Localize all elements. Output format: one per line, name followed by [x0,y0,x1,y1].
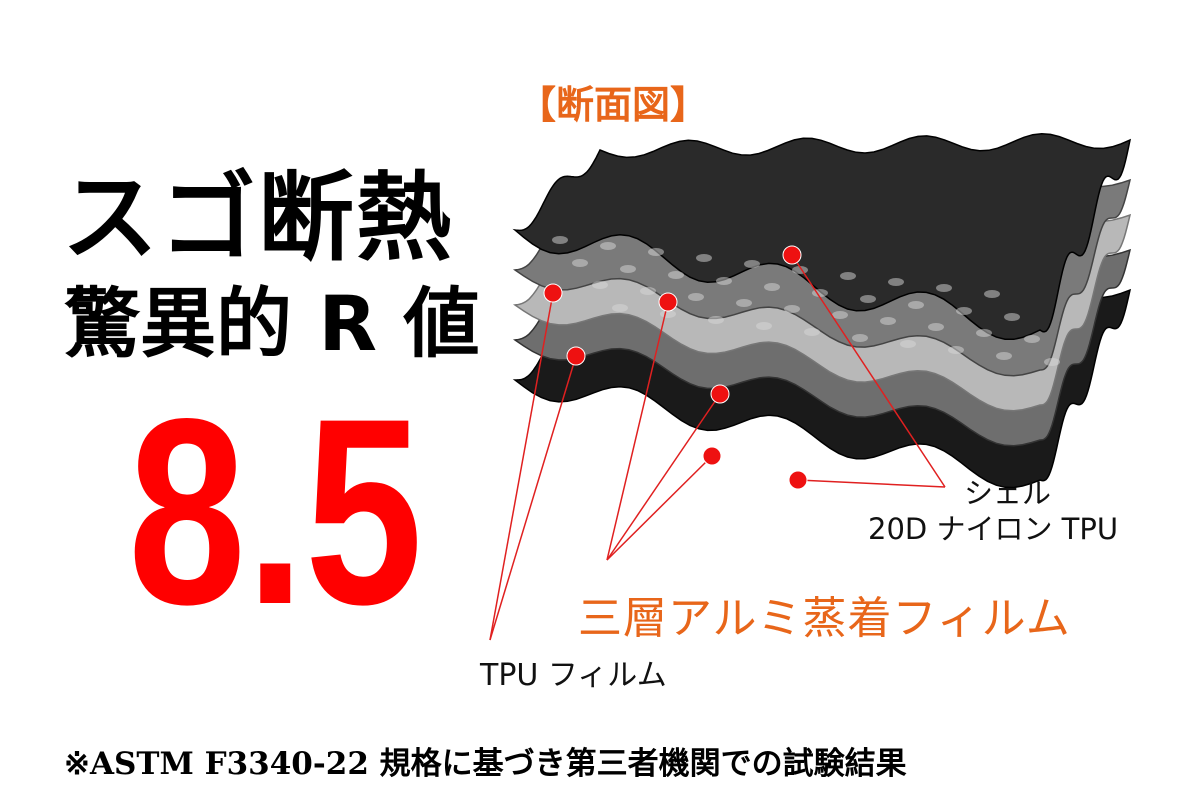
layer-dimple [620,265,636,273]
layer-dimple [860,295,876,303]
layer-dimple [976,329,992,337]
leader-line [489,292,554,641]
layer-dimple [984,290,1000,298]
layer-marker-dot [710,384,730,404]
layer-dimple [840,272,856,280]
tpu-film-label: TPU フィルム [480,658,667,693]
layer-dimple [592,281,608,289]
layer-dimple [784,305,800,313]
layer-dimple [648,248,664,256]
aluminum-film-label: 三層アルミ蒸着フィルム [578,593,1071,644]
layer-dimple [1004,313,1020,321]
layer-dimple [640,287,656,295]
shell-material-label: 20D ナイロン TPU [868,512,1119,546]
layer-dimple [688,293,704,301]
layer-dimple [1024,335,1040,343]
layer-dimple [908,301,924,309]
shell-label: シェル [964,476,1052,510]
layer-marker-dot [566,346,586,366]
layer-dimple [1044,358,1060,366]
layer-dimple [880,317,896,325]
leader-line [606,393,721,561]
leader-line [791,254,946,488]
layer-dimple [736,299,752,307]
headline-r-value: 驚異的 R 値 [64,279,480,368]
layer-marker-dot [658,292,678,312]
layer-marker-dot [543,283,563,303]
layer-dimple [756,322,772,330]
layer-dimple [888,278,904,286]
layer-marker-dot [782,245,802,265]
layer-marker-dot [788,470,808,490]
leader-line [606,301,669,561]
layer-dimple [716,277,732,285]
layer-dimple [668,271,684,279]
layer-dimple [804,328,820,336]
layer-dimple [552,236,568,244]
layer-dimple [956,307,972,315]
section-diagram-title: 【断面図】 [518,83,709,127]
leader-line [606,455,713,561]
layer-dimple [948,346,964,354]
layer-dimple [936,284,952,292]
leader-line [489,355,577,641]
layer-dimple [600,242,616,250]
layer-dimple [852,334,868,342]
layer-dimple [572,259,588,267]
layer-dimple [744,260,760,268]
layer-dimple [928,323,944,331]
headline-insulation: スゴ断熱 [62,162,454,274]
layer-dimple [696,254,712,262]
layer-dimple [900,340,916,348]
layer-dimple [764,283,780,291]
layer-dimple [832,311,848,319]
layer-marker-dot [702,446,722,466]
layer-dimple [612,304,628,312]
top-shell-layer [512,132,1132,341]
layer-dimple [996,352,1012,360]
r-value-number: 8.5 [128,364,423,660]
layer-dimple [708,316,724,324]
leader-line [797,479,946,488]
footnote: ※ASTM F3340-22 規格に基づき第三者機関での試験結果 [64,746,907,782]
